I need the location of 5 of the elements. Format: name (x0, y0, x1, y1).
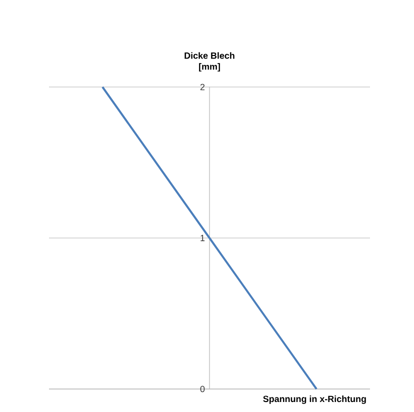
y-tick-label: 2 (200, 84, 205, 90)
y-tick-label: 1 (200, 234, 205, 242)
x-axis-title: Spannung in x-Richtung (263, 396, 366, 404)
y-tick-label: 0 (200, 386, 205, 392)
y-axis-title: Dicke Blech [mm] (184, 52, 234, 72)
